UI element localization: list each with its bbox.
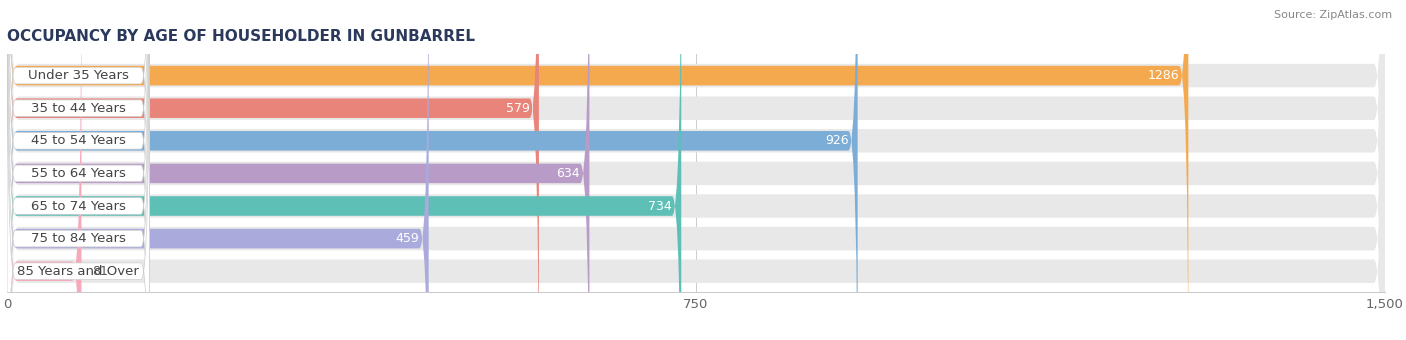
- FancyBboxPatch shape: [7, 0, 149, 340]
- Text: 45 to 54 Years: 45 to 54 Years: [31, 134, 125, 147]
- FancyBboxPatch shape: [7, 0, 682, 340]
- FancyBboxPatch shape: [7, 0, 429, 340]
- Text: 634: 634: [557, 167, 581, 180]
- FancyBboxPatch shape: [7, 0, 149, 340]
- Text: 1286: 1286: [1147, 69, 1180, 82]
- FancyBboxPatch shape: [7, 0, 149, 340]
- FancyBboxPatch shape: [7, 0, 1385, 340]
- Text: 579: 579: [506, 102, 530, 115]
- FancyBboxPatch shape: [7, 0, 1188, 340]
- FancyBboxPatch shape: [7, 0, 1385, 340]
- FancyBboxPatch shape: [7, 0, 858, 340]
- Text: 75 to 84 Years: 75 to 84 Years: [31, 232, 125, 245]
- FancyBboxPatch shape: [7, 0, 1385, 340]
- FancyBboxPatch shape: [7, 0, 149, 340]
- FancyBboxPatch shape: [7, 0, 1385, 340]
- Text: 35 to 44 Years: 35 to 44 Years: [31, 102, 125, 115]
- Text: Source: ZipAtlas.com: Source: ZipAtlas.com: [1274, 10, 1392, 20]
- Text: 459: 459: [395, 232, 419, 245]
- FancyBboxPatch shape: [7, 0, 82, 340]
- FancyBboxPatch shape: [7, 0, 149, 340]
- Text: 926: 926: [825, 134, 848, 147]
- FancyBboxPatch shape: [7, 0, 589, 340]
- Text: 65 to 74 Years: 65 to 74 Years: [31, 200, 125, 212]
- Text: 85 Years and Over: 85 Years and Over: [17, 265, 139, 278]
- Text: 55 to 64 Years: 55 to 64 Years: [31, 167, 125, 180]
- Text: 734: 734: [648, 200, 672, 212]
- Text: Under 35 Years: Under 35 Years: [28, 69, 129, 82]
- FancyBboxPatch shape: [7, 0, 1385, 340]
- FancyBboxPatch shape: [7, 0, 149, 340]
- Text: 81: 81: [93, 265, 108, 278]
- FancyBboxPatch shape: [7, 0, 538, 340]
- FancyBboxPatch shape: [7, 0, 1385, 340]
- Text: OCCUPANCY BY AGE OF HOUSEHOLDER IN GUNBARREL: OCCUPANCY BY AGE OF HOUSEHOLDER IN GUNBA…: [7, 29, 475, 44]
- FancyBboxPatch shape: [7, 0, 149, 340]
- FancyBboxPatch shape: [7, 0, 1385, 340]
